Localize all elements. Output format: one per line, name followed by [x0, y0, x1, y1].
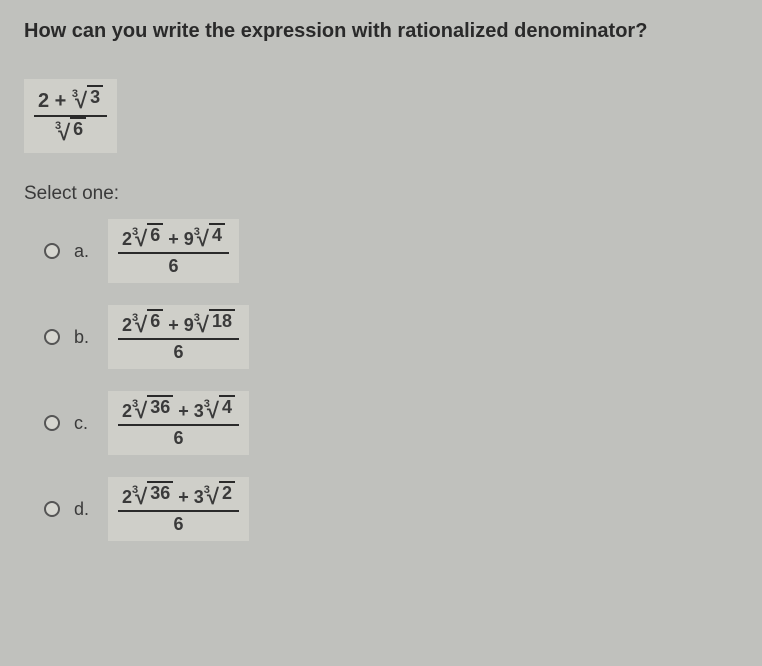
given-expression: 2 + 3√3 3√6 [24, 79, 117, 153]
option-d[interactable]: d. 23√36 + 33√2 6 [44, 477, 738, 541]
option-b[interactable]: b. 23√6 + 93√18 6 [44, 305, 738, 369]
option-letter: a. [74, 241, 94, 262]
option-letter: b. [74, 327, 94, 348]
radio-icon[interactable] [44, 329, 60, 345]
select-one-label: Select one: [24, 183, 738, 205]
option-letter: c. [74, 413, 94, 434]
numerator-root: 3√3 [72, 87, 103, 110]
option-c[interactable]: c. 23√36 + 33√4 6 [44, 391, 738, 455]
radio-icon[interactable] [44, 243, 60, 259]
numerator-plain: 2 + [38, 90, 72, 112]
option-expression: 23√36 + 33√2 6 [108, 477, 249, 541]
radio-icon[interactable] [44, 415, 60, 431]
radio-icon[interactable] [44, 501, 60, 517]
option-letter: d. [74, 499, 94, 520]
option-expression: 23√6 + 93√18 6 [108, 305, 249, 369]
question-title: How can you write the expression with ra… [24, 20, 738, 43]
option-expression: 23√36 + 33√4 6 [108, 391, 249, 455]
option-a[interactable]: a. 23√6 + 93√4 6 [44, 219, 738, 283]
options-group: a. 23√6 + 93√4 6 b. 23√6 + 93√18 6 [24, 219, 738, 541]
denominator-root: 3√6 [55, 119, 86, 142]
option-expression: 23√6 + 93√4 6 [108, 219, 239, 283]
